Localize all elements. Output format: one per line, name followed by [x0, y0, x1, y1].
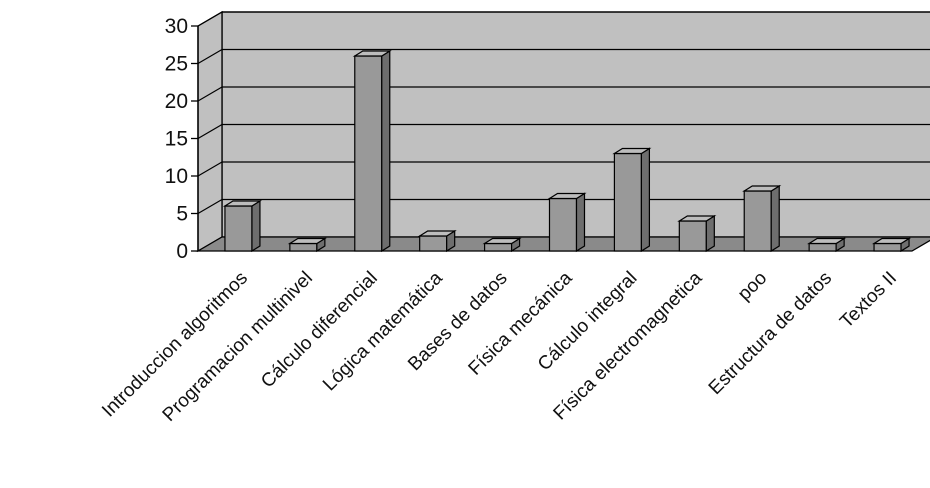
- bar-front: [224, 205, 253, 252]
- bar: [742, 184, 782, 253]
- gridline-side: [197, 11, 223, 27]
- bar-front: [289, 242, 318, 252]
- bar: [807, 237, 847, 253]
- bar: [352, 49, 392, 253]
- bar-side: [640, 147, 651, 253]
- gridline-side: [197, 86, 223, 102]
- bar: [482, 237, 522, 253]
- gridline-side: [197, 198, 223, 215]
- bar: [417, 229, 457, 253]
- category-label: poo: [734, 268, 771, 305]
- bar-front: [808, 242, 837, 252]
- bar-side: [381, 49, 391, 253]
- bar: [222, 199, 263, 253]
- bar-top: [677, 215, 717, 222]
- bars: [222, 49, 912, 253]
- category-label: Estructura de datos: [705, 268, 836, 399]
- bar-side: [770, 184, 780, 253]
- bar-top: [612, 147, 652, 155]
- bar: [677, 214, 717, 253]
- bar-side: [575, 192, 586, 253]
- bar-front: [419, 235, 448, 252]
- gridline-side: [197, 123, 223, 140]
- bar-front: [483, 242, 513, 252]
- tick-label: 25: [165, 53, 188, 76]
- gridline-side: [197, 48, 223, 65]
- bar: [547, 192, 587, 253]
- bar-front: [743, 190, 772, 252]
- bar-top: [871, 237, 912, 245]
- bar-front: [548, 197, 578, 252]
- bar-front: [873, 242, 902, 252]
- tick-label: 10: [165, 165, 188, 188]
- bar-top: [287, 237, 327, 245]
- bar-top: [742, 185, 782, 192]
- gridline-side: [197, 161, 223, 177]
- value-axis: 0 5 10 15 20 25 30: [165, 15, 199, 263]
- bar-side: [705, 214, 715, 253]
- bar-top: [352, 50, 392, 57]
- category-label: Textos II: [836, 268, 901, 333]
- category-label: Cálculo diferencial: [257, 268, 382, 393]
- bar-top: [482, 237, 522, 245]
- tick-label: 0: [176, 240, 188, 263]
- bar-side: [251, 199, 261, 253]
- category-label: Lógica matemática: [319, 267, 447, 395]
- bar-top: [547, 192, 587, 200]
- bar-top: [807, 237, 847, 245]
- gridlines: [197, 11, 930, 215]
- tick-label: 5: [176, 203, 188, 226]
- bar: [287, 237, 327, 253]
- bar-top: [417, 230, 457, 237]
- bar-front: [613, 152, 643, 252]
- bar-front: [678, 220, 707, 252]
- bar: [612, 147, 652, 253]
- bar: [871, 237, 912, 253]
- bar-top: [222, 200, 263, 207]
- tick-label: 15: [165, 128, 188, 151]
- bar-front: [354, 55, 383, 252]
- tick-label: 20: [165, 90, 188, 113]
- tick-label: 30: [165, 15, 188, 38]
